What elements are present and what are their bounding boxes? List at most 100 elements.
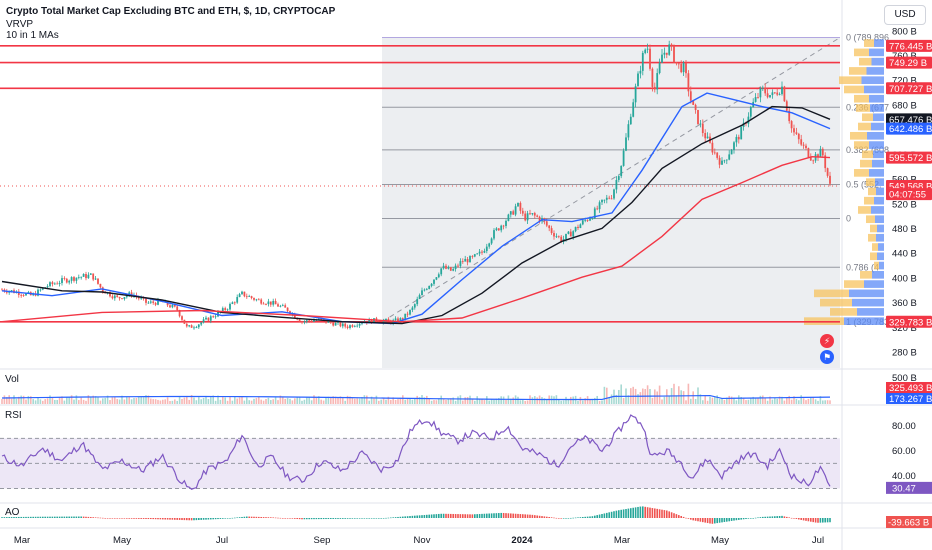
ao-bar	[313, 518, 315, 520]
ao-bar	[289, 518, 291, 519]
volume-bar	[68, 397, 70, 404]
rsi-pane-label: RSI	[5, 410, 22, 421]
volume-bar	[104, 397, 106, 404]
candle-body	[183, 319, 186, 324]
volume-bar	[399, 397, 402, 404]
volume-profile-bar	[820, 298, 852, 307]
ao-bar	[582, 517, 584, 518]
volume-bar	[159, 400, 162, 404]
ao-bar	[442, 513, 445, 518]
volume-bar	[325, 397, 327, 404]
ao-bar	[793, 518, 795, 519]
volume-bar	[627, 395, 630, 404]
lightning-icon[interactable]: ⚡	[820, 334, 834, 348]
ao-bar	[790, 517, 793, 519]
ao-bar	[493, 513, 495, 518]
ao-bar	[171, 518, 174, 520]
candle-body	[601, 199, 603, 203]
ao-bar	[658, 509, 661, 518]
candle-body	[241, 291, 243, 295]
volume-bar	[6, 397, 8, 404]
ao-bar	[558, 518, 560, 519]
volume-bar	[296, 396, 298, 404]
volume-bar	[502, 396, 505, 404]
candle-body	[149, 301, 152, 303]
flag-icon[interactable]: ⚑	[820, 350, 834, 364]
volume-bar	[198, 397, 200, 404]
ao-bar	[750, 518, 752, 519]
volume-profile-bar	[860, 270, 872, 279]
ao-bar	[150, 518, 152, 520]
volume-bar	[18, 396, 20, 404]
candle-body	[790, 121, 793, 129]
candle-body	[68, 280, 71, 283]
ao-bar	[699, 518, 702, 522]
volume-bar	[73, 399, 75, 404]
ao-bar	[370, 518, 373, 519]
ao-bar	[726, 518, 728, 522]
ao-bar	[733, 518, 735, 521]
volume-bar	[685, 400, 687, 404]
candle-body	[272, 300, 275, 305]
volume-bar	[810, 397, 812, 404]
ao-bar	[450, 513, 452, 518]
ao-bar	[459, 514, 462, 518]
volume-bar	[126, 396, 128, 404]
volume-bar	[762, 395, 764, 404]
volume-bar	[284, 398, 286, 404]
volume-profile-bar	[875, 215, 884, 224]
volume-bar	[526, 400, 529, 404]
ao-bar	[296, 518, 298, 519]
ao-bar	[800, 518, 802, 520]
ao-bar	[438, 513, 440, 518]
candle-body	[764, 87, 767, 94]
rsi-line	[1, 414, 831, 490]
volume-profile-bar	[860, 159, 872, 168]
volume-bar	[334, 396, 337, 404]
ao-bar	[738, 518, 740, 520]
volume-profile-bar	[866, 67, 884, 75]
ao-bar	[510, 513, 512, 518]
volume-bar	[702, 400, 704, 404]
volume-bar	[61, 396, 63, 404]
volume-bar	[603, 386, 606, 404]
ao-bar	[478, 513, 481, 518]
ao-bar	[22, 516, 25, 518]
ao-bar	[298, 518, 301, 520]
ao-bar	[284, 518, 286, 519]
ma-indicator-label[interactable]: 10 in 1 MAs	[6, 30, 59, 41]
volume-bar	[498, 397, 500, 404]
currency-button[interactable]: USD	[884, 5, 926, 25]
volume-bar	[632, 386, 634, 404]
candle-body	[58, 283, 61, 284]
ao-bar	[706, 518, 709, 524]
candle-body	[193, 327, 195, 329]
candle-body	[509, 211, 512, 215]
volume-bar	[375, 395, 378, 404]
candle-body	[627, 124, 630, 138]
ao-bar	[217, 518, 219, 520]
ao-bar	[258, 516, 260, 518]
ao-bar	[584, 516, 586, 518]
ao-bar	[690, 518, 692, 520]
candle-body	[265, 304, 267, 305]
volume-bar	[30, 396, 32, 404]
candle-body	[531, 213, 534, 215]
volume-bar	[742, 397, 745, 404]
candle-body	[536, 215, 539, 217]
candle-body	[668, 44, 671, 55]
volume-bar	[272, 399, 274, 404]
ao-bar	[418, 515, 421, 518]
ao-bar	[502, 512, 505, 518]
volume-bar	[10, 398, 13, 404]
ao-bar	[265, 517, 267, 518]
vrvp-indicator-label[interactable]: VRVP	[6, 19, 34, 30]
price-badge-label: 642.486 B	[889, 124, 932, 135]
price-badge-label: 595.572 B	[889, 153, 932, 164]
volume-bar	[457, 396, 459, 404]
volume-bar	[536, 397, 538, 404]
candle-body	[37, 289, 39, 296]
volume-bar	[294, 398, 296, 404]
ao-bar	[476, 514, 478, 518]
